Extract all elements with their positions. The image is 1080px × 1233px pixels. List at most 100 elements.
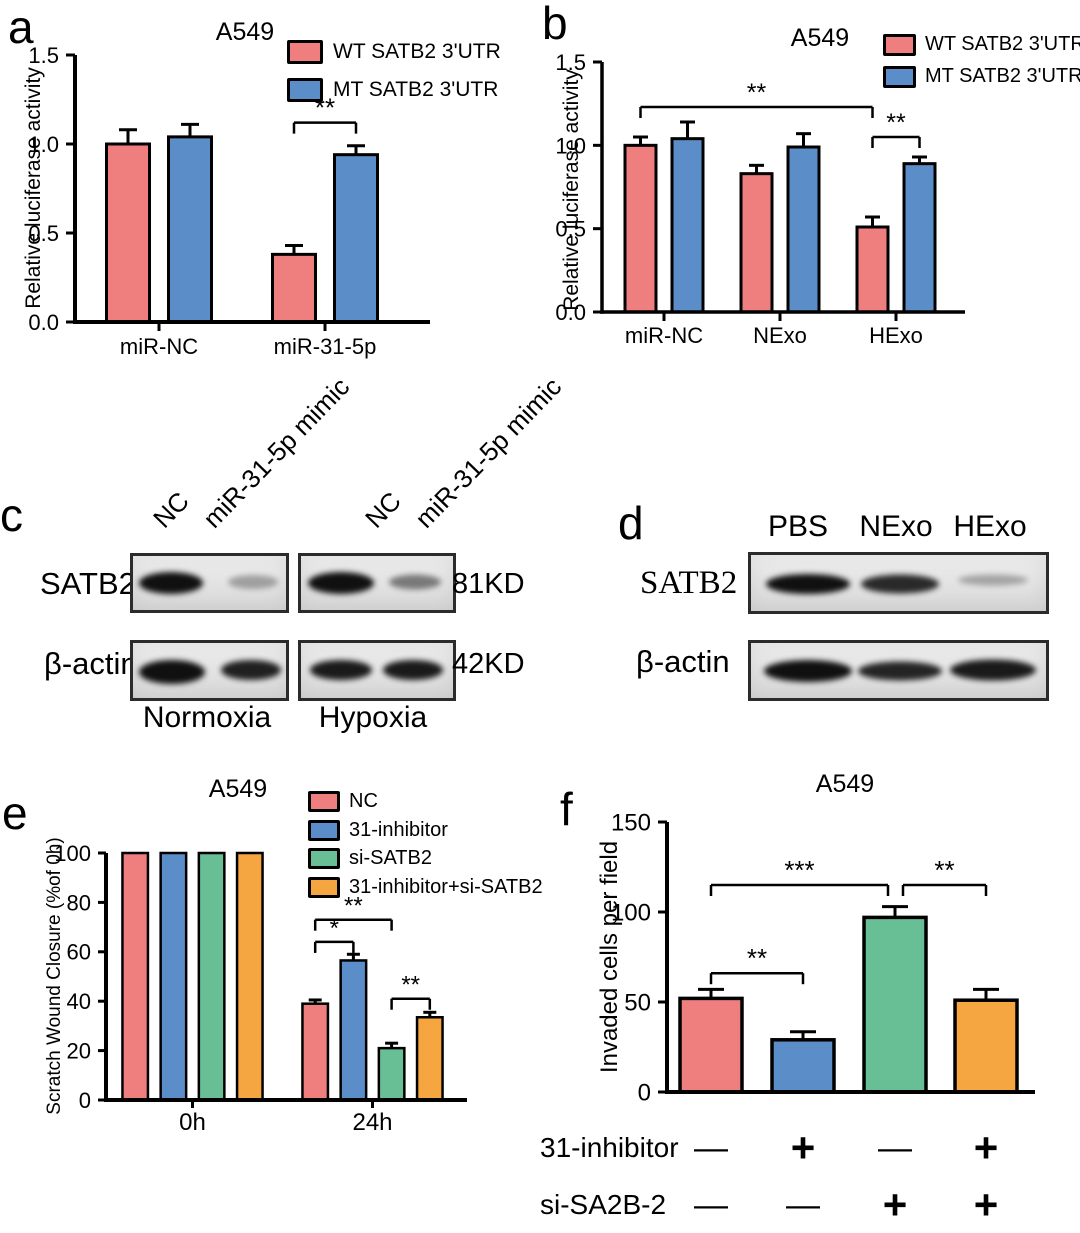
- y-tick-label: 100: [611, 900, 651, 927]
- legend-label: WT SATB2 3'UTR: [925, 33, 1080, 55]
- y-tick-label: 60: [67, 940, 91, 965]
- y-tick-label: 0: [79, 1088, 91, 1113]
- bar: [678, 996, 744, 1094]
- blot-row-label-satb2: SATB2: [40, 566, 136, 601]
- y-tick-label: 0.5: [555, 217, 586, 242]
- blot-row-label-bactin: β-actin: [636, 644, 730, 679]
- bar: [105, 142, 151, 324]
- legend-swatch: [883, 65, 916, 88]
- sig-label: **: [747, 79, 767, 107]
- lane-label-mimic-normoxia: miR-31-5p mimic: [197, 371, 356, 534]
- legend-item: MT SATB2 3'UTR: [883, 65, 1080, 88]
- bar: [953, 998, 1019, 1094]
- x-tick-label: miR-NC: [625, 323, 703, 348]
- protein-band: [950, 659, 1036, 681]
- plus-symbol: +: [882, 1181, 908, 1228]
- bar: [333, 153, 379, 324]
- legend-label: NC: [349, 790, 378, 812]
- x-tick-label: miR-31-5p: [274, 334, 377, 359]
- blot-row-label-bactin: β-actin: [44, 646, 138, 681]
- bar: [235, 851, 264, 1102]
- blot-satb2: [748, 552, 1049, 614]
- panel-letter-f: f: [560, 783, 573, 835]
- lane-label-mimic-hypoxia: miR-31-5p mimic: [409, 371, 568, 534]
- sig-label: **: [747, 943, 767, 973]
- blot-satb2-hypoxia: [298, 553, 456, 613]
- bar: [902, 162, 937, 314]
- minus-symbol: —: [786, 1186, 820, 1224]
- group-label-normoxia: Normoxia: [142, 701, 272, 734]
- blot-row-label-satb2: SATB2: [640, 565, 738, 601]
- blot-bactin: [748, 640, 1049, 701]
- group-label-hypoxia: Hypoxia: [318, 701, 428, 734]
- chart-b-plot: 0.0 0.5 1.0 1.5 miR-NC NExo HExo ** **: [555, 50, 965, 348]
- plus-symbol: +: [790, 1124, 816, 1171]
- protein-band: [858, 661, 942, 681]
- blot-bactin-normoxia: [130, 640, 289, 701]
- legend-item: WT SATB2 3'UTR: [287, 40, 501, 64]
- condition-row-label: 31-inhibitor: [540, 1132, 679, 1163]
- bar: [377, 1046, 406, 1102]
- mw-label-42kd: 42KD: [452, 648, 525, 680]
- lane-label-nexo: NExo: [859, 510, 933, 543]
- x-tick-label: NExo: [753, 323, 807, 348]
- protein-band: [389, 574, 441, 590]
- legend-swatch: [308, 819, 340, 841]
- protein-band: [383, 660, 443, 680]
- panel-letter-c: c: [0, 489, 23, 541]
- sig-label: *: [330, 915, 339, 942]
- legend-label: WT SATB2 3'UTR: [333, 40, 501, 63]
- chart-f-title: A549: [815, 770, 875, 798]
- panel-a-luciferase-chart: a A549 Relative luciferase activity 0.0 0…: [0, 0, 540, 370]
- bar: [786, 145, 821, 314]
- panel-letter-b: b: [542, 0, 568, 49]
- minus-symbol: —: [694, 1186, 728, 1224]
- bar: [339, 959, 368, 1102]
- bar: [670, 137, 705, 314]
- y-tick-label: 0.5: [28, 221, 59, 246]
- bar: [197, 851, 226, 1102]
- protein-band: [764, 660, 852, 682]
- legend-label: 31-inhibitor: [349, 818, 448, 841]
- y-tick-label: 1.5: [28, 43, 59, 68]
- sig-label: **: [886, 109, 906, 137]
- bar: [121, 851, 150, 1102]
- chart-b-title: A549: [790, 24, 850, 52]
- legend-swatch: [287, 40, 323, 64]
- bar: [739, 172, 774, 314]
- chart-a-title: A549: [215, 18, 275, 46]
- y-tick-label: 40: [67, 989, 91, 1014]
- legend-swatch: [308, 876, 340, 898]
- condition-row-si-sa2b-2: si-SA2B-2 — — + +: [540, 1183, 1080, 1227]
- y-tick-label: 0.0: [555, 300, 586, 325]
- plus-symbol: +: [973, 1124, 999, 1171]
- condition-row-label: si-SA2B-2: [540, 1189, 667, 1220]
- panel-b-luciferase-chart: b A549 Relative luciferase activity 0.0 0…: [540, 0, 1080, 370]
- y-tick-label: 1.5: [555, 50, 586, 75]
- bar: [271, 252, 317, 324]
- legend-swatch: [883, 33, 916, 56]
- plus-symbol: +: [973, 1181, 999, 1228]
- legend-item: 31-inhibitor+si-SATB2: [308, 876, 543, 899]
- lane-label-hexo: HExo: [953, 510, 1027, 543]
- blot-bactin-hypoxia: [298, 640, 456, 701]
- bar: [159, 851, 188, 1102]
- panel-f-invasion-chart: f A549 Invaded cells per field 0 50 100 150…: [540, 760, 1080, 1233]
- bar: [855, 225, 890, 314]
- legend-swatch: [287, 78, 323, 102]
- protein-band: [766, 574, 850, 594]
- legend-item: NC: [308, 790, 378, 813]
- chart-e-title: A549: [208, 775, 268, 803]
- sig-label: ***: [784, 855, 814, 885]
- legend-item: 31-inhibitor: [308, 819, 448, 842]
- bar: [301, 1002, 330, 1102]
- sig-label: **: [401, 972, 420, 999]
- sig-label: **: [344, 893, 363, 920]
- x-tick-label: 0h: [179, 1109, 206, 1136]
- lane-label-pbs: PBS: [767, 510, 829, 543]
- y-tick-label: 1.0: [555, 133, 586, 158]
- panel-c-western-blot: c NC miR-31-5p mimic NC miR-31-5p mimic …: [0, 370, 612, 760]
